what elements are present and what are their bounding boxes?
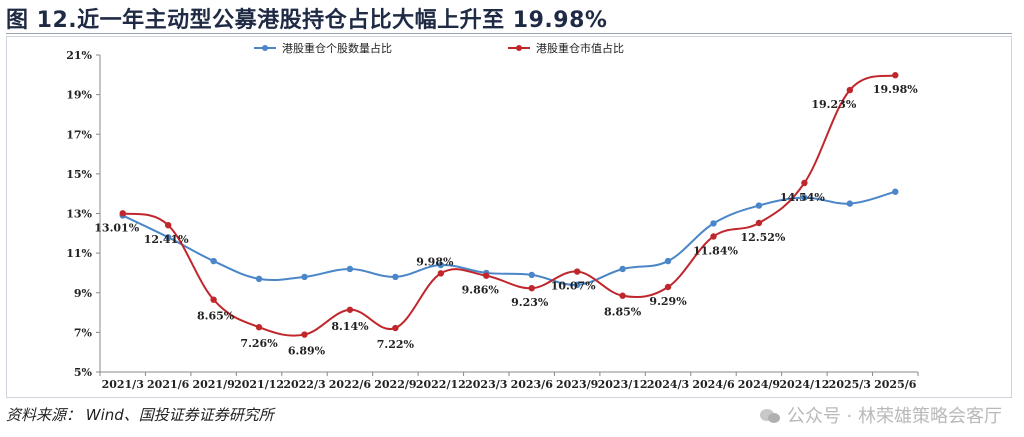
series-2-point (483, 272, 490, 279)
x-tick-label: 2023/12 (598, 378, 648, 391)
data-label: 7.22% (377, 338, 415, 351)
figure-title: 图 12.近一年主动型公募港股持仓占比大幅上升至 19.98% (6, 8, 608, 33)
series-2-point (619, 292, 626, 299)
series-line-1 (122, 190, 896, 286)
x-tick-label: 2023/6 (511, 378, 554, 391)
series-1-point (846, 200, 854, 207)
x-tick-label: 2021/3 (102, 378, 144, 391)
x-tick-label: 2022/6 (329, 378, 372, 391)
title-divider (6, 33, 1012, 34)
data-label: 8.14% (331, 320, 369, 333)
series-1-point (801, 194, 808, 201)
data-label: 14.54% (780, 191, 825, 204)
series-1-point (301, 273, 308, 281)
series-1-point (255, 275, 263, 283)
x-tick-label: 2021/9 (192, 378, 234, 391)
y-tick-label: 13% (66, 208, 92, 221)
series-2-point (255, 324, 263, 331)
series-1-point (437, 261, 445, 269)
x-tick-label: 2024/6 (692, 378, 735, 391)
data-label: 11.84% (693, 244, 738, 257)
watermark-text: 公众号 · 林荣雄策略会客厅 (786, 406, 1002, 427)
legend-marker-2 (516, 45, 522, 51)
x-tick-label: 2024/12 (779, 378, 829, 391)
data-label: 7.26% (240, 337, 278, 350)
y-tick-label: 11% (66, 247, 92, 260)
x-tick-label: 2021/12 (234, 378, 284, 391)
x-tick-label: 2024/9 (738, 378, 780, 391)
series-2-point (346, 306, 354, 313)
y-tick-label: 19% (66, 89, 92, 102)
x-tick-label: 2024/3 (647, 378, 689, 391)
wechat-icon (759, 409, 780, 423)
series-2-point (301, 331, 308, 338)
series-1-point (619, 265, 626, 273)
series-2-point (392, 324, 399, 332)
data-label: 12.52% (740, 231, 785, 244)
series-2-point (892, 72, 899, 79)
data-label: 13.01% (94, 221, 139, 234)
chart-frame (6, 36, 1012, 398)
legend-marker-1 (262, 45, 268, 51)
series-1-point (755, 202, 763, 209)
data-label: 12.41% (144, 233, 189, 246)
source-note: 资料来源： Wind、国投证券证券研究所 (6, 406, 274, 424)
series-2-point (437, 270, 445, 277)
series-1-point (892, 188, 899, 195)
x-tick-label: 2022/9 (374, 378, 416, 391)
y-tick-label: 21% (66, 49, 92, 62)
legend-label-2: 港股重仓市值占比 (536, 41, 624, 55)
watermark: 公众号 · 林荣雄策略会客厅 (759, 402, 1002, 428)
data-label: 9.23% (511, 296, 549, 309)
data-label: 8.65% (197, 310, 235, 323)
data-label: 9.29% (649, 295, 687, 308)
data-label: 9.98% (416, 255, 454, 268)
series-2-point (755, 219, 763, 227)
x-tick-label: 2021/6 (147, 378, 190, 391)
data-label: 19.98% (873, 83, 918, 96)
series-1-point (346, 265, 354, 273)
series-1-point (392, 273, 399, 281)
x-tick-label: 2023/9 (556, 378, 598, 391)
series-1-point (573, 281, 581, 289)
x-tick-label: 2023/3 (465, 378, 507, 391)
series-2-point (801, 179, 808, 187)
x-tick-label: 2025/3 (829, 378, 871, 391)
y-tick-label: 9% (74, 287, 93, 300)
data-label: 9.86% (462, 284, 500, 297)
series-2-point (573, 268, 581, 275)
y-tick-label: 5% (74, 366, 93, 379)
series-1-point (164, 234, 172, 241)
line-chart: 5%7%9%11%13%15%17%19%21%2021/3 2021/6 2021… (66, 41, 919, 391)
series-1-point (210, 257, 217, 265)
x-tick-label: 2022/3 (283, 378, 325, 391)
data-label: 10.07% (551, 280, 596, 293)
series-2-point (119, 210, 126, 217)
data-label: 8.85% (604, 306, 642, 319)
series-2-point (710, 233, 717, 240)
legend-label-1: 港股重仓个股数量占比 (282, 41, 392, 55)
series-2-point (846, 86, 854, 94)
series-2-point (164, 221, 172, 229)
series-1-point (664, 257, 672, 265)
series-1-point (710, 220, 717, 227)
x-tick-label: 2022/12 (416, 378, 466, 391)
y-tick-label: 15% (66, 168, 92, 181)
data-label: 19.23% (811, 98, 856, 111)
y-tick-label: 7% (74, 326, 93, 339)
data-label: 6.89% (288, 345, 326, 358)
series-2-point (664, 283, 672, 291)
series-2-point (528, 284, 535, 292)
y-tick-label: 17% (66, 128, 92, 141)
series-1-point (528, 271, 535, 279)
series-line-2 (122, 74, 896, 337)
series-2-point (210, 296, 217, 303)
x-tick-label: 2025/6 (874, 378, 917, 391)
